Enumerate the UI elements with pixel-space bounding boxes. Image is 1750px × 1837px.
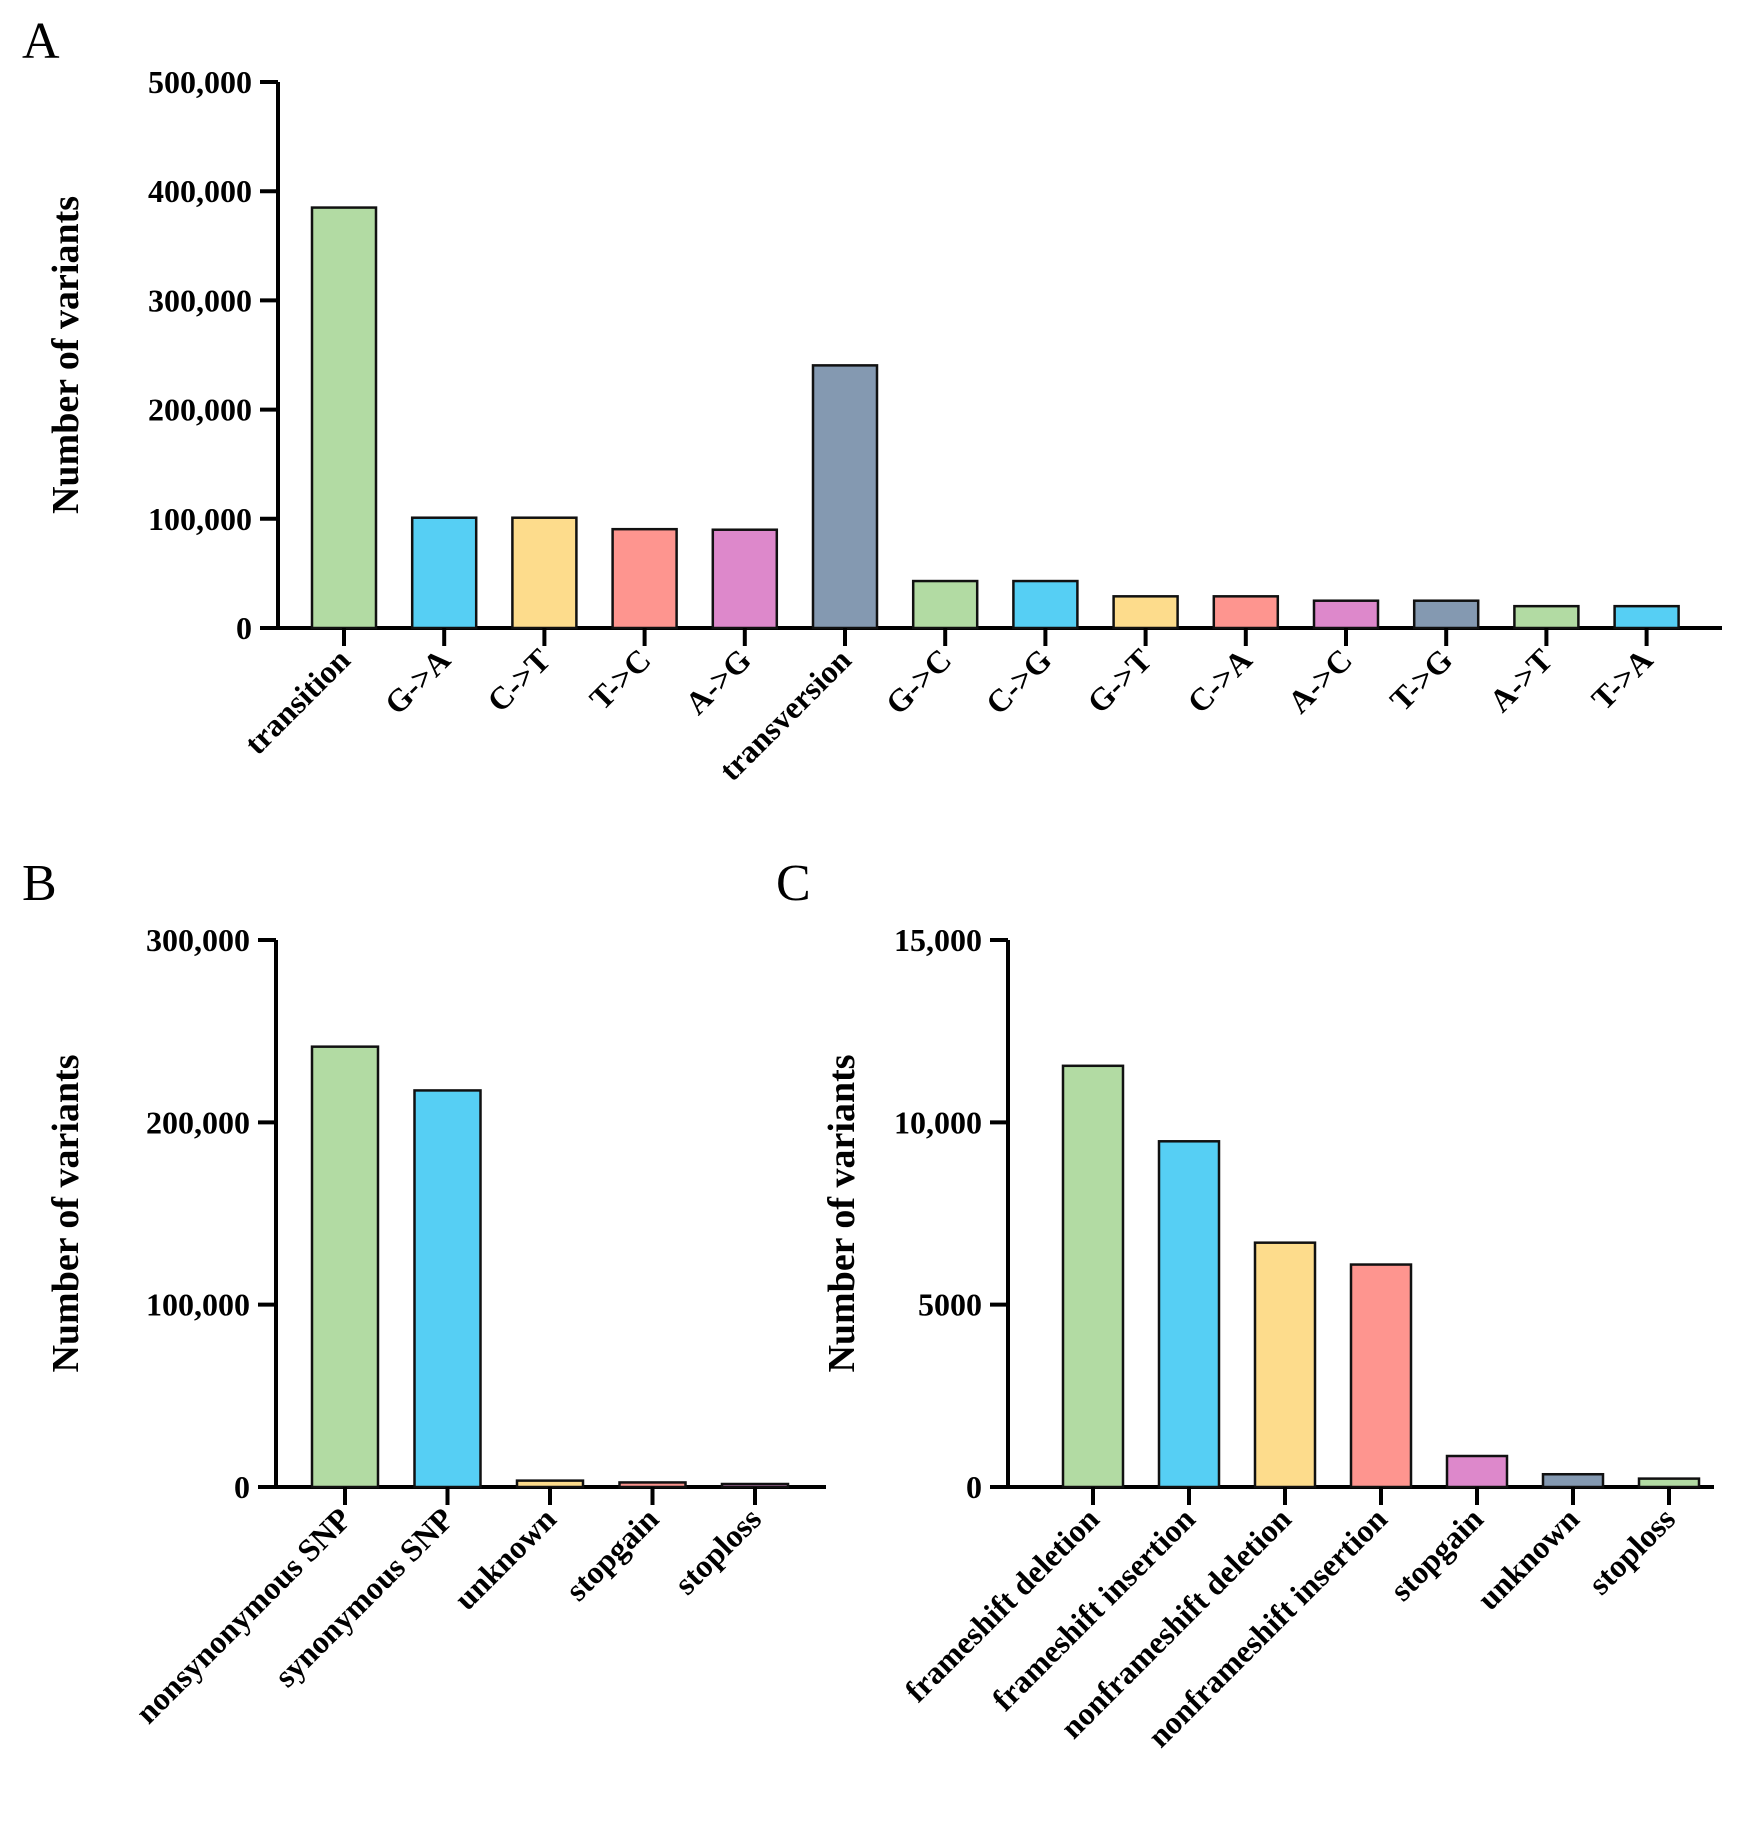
y-tick-label: 300,000 bbox=[146, 922, 250, 958]
panel-letter: A bbox=[22, 13, 60, 70]
y-tick-label: 0 bbox=[236, 610, 252, 646]
x-tick-label: C->A bbox=[1180, 641, 1259, 720]
chart-panel-a: A Number of variants 0 100,000 200,000 300,00… bbox=[22, 13, 1722, 788]
bar bbox=[511, 516, 578, 630]
y-tick-label: 200,000 bbox=[146, 1104, 250, 1140]
bar bbox=[1112, 595, 1179, 630]
x-tick-label: G->A bbox=[377, 641, 457, 721]
x-tick-label: stoploss bbox=[1581, 1500, 1682, 1601]
bar bbox=[1212, 595, 1280, 630]
bar bbox=[515, 1479, 585, 1489]
x-tick-label: T->A bbox=[1584, 641, 1659, 716]
x-tick-label: T->C bbox=[582, 641, 657, 716]
x-tick-label: synonymous SNP bbox=[267, 1500, 460, 1693]
x-tick-label: C->G bbox=[979, 641, 1059, 721]
bar bbox=[310, 1045, 380, 1489]
x-tick-label: A->C bbox=[1280, 641, 1359, 720]
y-tick-label: 0 bbox=[234, 1469, 250, 1505]
panel-letter: B bbox=[22, 855, 57, 912]
x-tick-label: transition bbox=[237, 641, 357, 761]
y-tick-label: 10,000 bbox=[894, 1104, 982, 1140]
bar bbox=[1157, 1140, 1221, 1489]
x-tick-label: A->T bbox=[1482, 641, 1559, 718]
x-tick-label: G->C bbox=[878, 641, 958, 721]
y-tick-label: 100,000 bbox=[148, 501, 252, 537]
bar bbox=[1613, 604, 1680, 630]
x-tick-label: unknown bbox=[1470, 1500, 1586, 1616]
bar bbox=[1637, 1477, 1701, 1489]
y-axis-title: Number of variants bbox=[45, 1054, 87, 1372]
bar bbox=[310, 206, 378, 630]
y-tick-label: 15,000 bbox=[894, 922, 982, 958]
bar bbox=[720, 1482, 790, 1489]
bar bbox=[1349, 1263, 1413, 1489]
y-tick-label: 100,000 bbox=[146, 1287, 250, 1323]
bar bbox=[711, 528, 779, 630]
x-tick-label: G->T bbox=[1080, 641, 1159, 720]
y-tick-label: 5000 bbox=[918, 1287, 982, 1323]
bar bbox=[1412, 599, 1480, 630]
bar bbox=[611, 527, 678, 630]
bar bbox=[1513, 604, 1580, 630]
x-tick-label: unknown bbox=[447, 1500, 563, 1616]
bar bbox=[410, 516, 478, 630]
y-tick-label: 300,000 bbox=[148, 282, 252, 318]
bar bbox=[1541, 1472, 1605, 1489]
x-tick-label: A->G bbox=[678, 641, 758, 721]
x-tick-label: T->G bbox=[1383, 641, 1460, 718]
bar bbox=[618, 1481, 687, 1489]
bar bbox=[811, 364, 879, 630]
bar bbox=[1012, 579, 1079, 630]
bar bbox=[1312, 599, 1380, 630]
bar bbox=[911, 579, 979, 630]
y-axis-title: Number of variants bbox=[821, 1054, 863, 1372]
panel-letter: C bbox=[776, 855, 811, 912]
y-tick-label: 500,000 bbox=[148, 64, 252, 100]
y-axis-title: Number of variants bbox=[45, 196, 87, 514]
bar bbox=[413, 1089, 482, 1489]
x-tick-label: stopgain bbox=[558, 1500, 665, 1607]
chart-panel-b: B Number of variants 0 100,000 200,000 300,00… bbox=[22, 855, 826, 1730]
bar bbox=[1445, 1454, 1509, 1489]
x-tick-label: C->T bbox=[480, 641, 557, 718]
y-tick-label: 400,000 bbox=[148, 173, 252, 209]
bar bbox=[1253, 1241, 1317, 1489]
y-tick-label: 0 bbox=[966, 1469, 982, 1505]
bar bbox=[1061, 1064, 1125, 1489]
y-tick-label: 200,000 bbox=[148, 392, 252, 428]
x-tick-label: stoploss bbox=[667, 1500, 768, 1601]
